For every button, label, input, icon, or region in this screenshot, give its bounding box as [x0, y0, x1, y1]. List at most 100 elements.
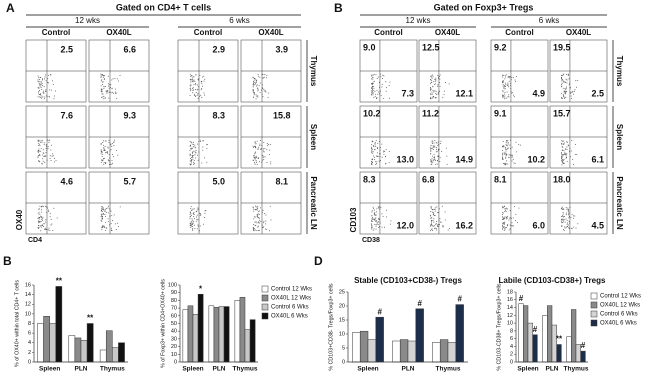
- event-dot: [269, 143, 271, 145]
- event-dot: [253, 145, 255, 147]
- event-dot: [43, 142, 45, 144]
- event-dot: [104, 227, 106, 229]
- event-dot: [519, 144, 521, 146]
- event-dot: [41, 163, 43, 165]
- event-dot: [101, 210, 103, 212]
- group-label: 6 wks: [539, 16, 559, 25]
- event-dot: [50, 159, 52, 161]
- event-dot: [504, 146, 506, 148]
- event-dot: [263, 89, 265, 91]
- event-dot: [434, 90, 436, 92]
- event-dot: [448, 227, 450, 229]
- legend-swatch: [590, 301, 598, 309]
- event-dot: [562, 79, 564, 81]
- event-dot: [567, 144, 569, 146]
- event-dot: [386, 209, 388, 211]
- event-dot: [115, 93, 117, 95]
- quadrant-value: 5.0: [213, 176, 226, 186]
- event-dot: [37, 213, 39, 215]
- event-dot: [561, 222, 563, 224]
- legend-label: Control 12 Wks: [600, 294, 641, 300]
- event-dot: [195, 74, 197, 76]
- event-dot: [203, 92, 205, 94]
- event-dot: [267, 144, 269, 146]
- event-dot: [561, 160, 563, 162]
- event-dot: [255, 85, 257, 87]
- event-dot: [45, 221, 47, 223]
- event-dot: [103, 147, 105, 149]
- event-dot: [432, 155, 434, 157]
- event-dot: [563, 143, 565, 145]
- event-dot: [44, 156, 46, 158]
- event-dot: [262, 148, 264, 150]
- event-dot: [258, 217, 260, 219]
- event-dot: [435, 151, 437, 153]
- bar: [375, 316, 384, 363]
- event-dot: [504, 210, 506, 212]
- event-dot: [41, 218, 43, 220]
- y-tick-label: 60: [171, 313, 177, 319]
- event-dot: [108, 163, 110, 165]
- bar: [234, 300, 241, 363]
- event-dot: [430, 94, 432, 96]
- event-dot: [191, 229, 193, 231]
- event-dot: [377, 206, 379, 208]
- event-dot: [47, 81, 49, 83]
- event-dot: [507, 96, 509, 98]
- y-tick-label: 25: [339, 289, 345, 295]
- event-dot: [561, 218, 563, 220]
- event-dot: [270, 219, 272, 221]
- event-dot: [434, 225, 436, 227]
- panel-label: B: [334, 1, 343, 15]
- event-dot: [254, 224, 256, 226]
- event-dot: [108, 97, 110, 99]
- event-dot: [377, 148, 379, 150]
- event-dot: [563, 162, 565, 164]
- event-dot: [373, 209, 375, 211]
- event-dot: [190, 222, 192, 224]
- column-label: Control: [194, 28, 222, 37]
- event-dot: [371, 86, 373, 88]
- bar: [68, 335, 76, 363]
- event-dot: [431, 223, 433, 225]
- event-dot: [189, 89, 191, 91]
- event-dot: [512, 94, 514, 96]
- event-dot: [253, 79, 255, 81]
- event-dot: [101, 74, 103, 76]
- event-dot: [42, 224, 44, 226]
- event-dot: [381, 143, 383, 145]
- event-dot: [563, 81, 565, 83]
- event-dot: [254, 153, 256, 155]
- event-dot: [572, 215, 574, 217]
- event-dot: [254, 163, 256, 165]
- event-dot: [508, 219, 510, 221]
- y-tick-label: 8: [28, 321, 31, 327]
- bar: [580, 350, 586, 363]
- event-dot: [430, 148, 432, 150]
- event-dot: [563, 158, 565, 160]
- event-dot: [104, 85, 106, 87]
- event-dot: [508, 96, 510, 98]
- event-dot: [54, 161, 56, 163]
- event-dot: [562, 162, 564, 164]
- x-tick-label: PLN: [213, 366, 226, 373]
- event-dot: [437, 224, 439, 226]
- event-dot: [103, 78, 105, 80]
- event-dot: [48, 210, 50, 212]
- event-dot: [562, 216, 564, 218]
- event-dot: [259, 219, 261, 221]
- event-dot: [190, 226, 192, 228]
- event-dot: [189, 216, 191, 218]
- event-dot: [103, 75, 105, 77]
- event-dot: [38, 211, 40, 213]
- event-dot: [371, 92, 373, 94]
- event-dot: [264, 228, 266, 230]
- event-dot: [253, 154, 255, 156]
- event-dot: [49, 96, 51, 98]
- event-dot: [564, 151, 566, 153]
- bar: [547, 305, 553, 363]
- event-dot: [514, 162, 516, 164]
- event-dot: [100, 215, 102, 217]
- event-dot: [38, 82, 40, 84]
- event-dot: [190, 221, 192, 223]
